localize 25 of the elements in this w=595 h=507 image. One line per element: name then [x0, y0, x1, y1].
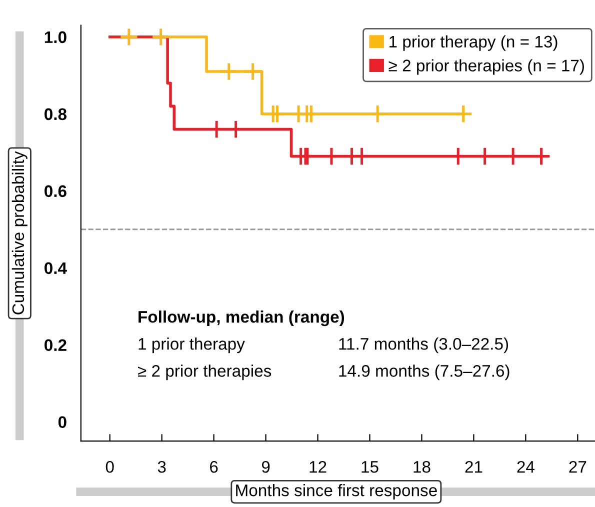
legend-label: 1 prior therapy (n = 13): [390, 35, 558, 51]
y-tick-label: 1.0: [44, 31, 66, 44]
y-tick-label: 0.2: [44, 339, 66, 352]
y-axis-title: Cumulative probability: [12, 151, 28, 314]
x-tick-label: 3: [158, 460, 166, 473]
y-tick-label: 0.4: [44, 262, 67, 274]
x-tick-label: 18: [414, 460, 430, 473]
annotation: 1 prior therapy: [138, 338, 245, 354]
x-tick-label: 9: [262, 460, 270, 473]
y-tick-label: 0: [58, 416, 66, 428]
annotation: 11.7 months (3.0–22.5): [339, 338, 508, 354]
annotation: 14.9 months (7.5–27.6): [339, 364, 510, 380]
x-tick-label: 27: [569, 460, 586, 473]
y-tick-label: 0.6: [44, 185, 66, 198]
x-tick-label: 15: [362, 461, 378, 473]
legend-label: ≥ 2 prior therapies (n = 17): [388, 59, 584, 75]
x-tick-label: 0: [106, 460, 114, 473]
y-tick-label: 0.8: [44, 108, 67, 120]
x-tick-label: 24: [517, 460, 534, 473]
x-tick-label: 21: [465, 460, 482, 473]
annotation: ≥ 2 prior therapies: [138, 364, 272, 380]
x-tick-label: 12: [310, 460, 326, 473]
x-axis-title: Months since first response: [236, 484, 437, 500]
x-tick-label: 6: [210, 460, 218, 473]
annotation: Follow-up, median (range): [138, 310, 344, 326]
